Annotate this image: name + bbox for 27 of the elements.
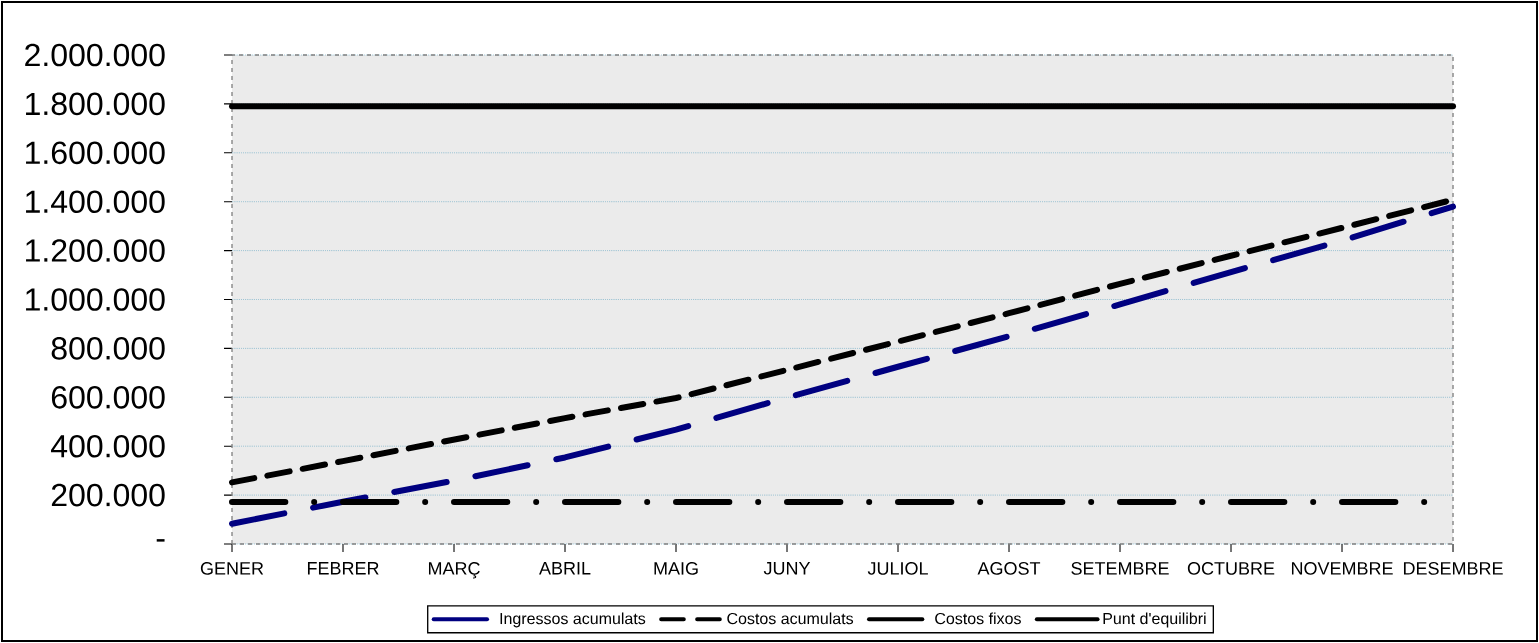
legend-label: Punt d'equilibri xyxy=(1103,612,1206,628)
x-tick-label: FEBRER xyxy=(307,562,379,575)
x-tick-label: ABRIL xyxy=(539,562,591,575)
y-tick-label: - xyxy=(156,539,165,542)
y-tick-label: 800.000 xyxy=(51,337,165,360)
x-tick-label: JUNY xyxy=(763,562,811,575)
x-tick-label: MAIG xyxy=(654,562,698,575)
x-tick-label: SETEMBRE xyxy=(1071,562,1169,575)
x-tick-label: JULIOL xyxy=(867,562,928,575)
y-tick-label: 400.000 xyxy=(51,434,165,458)
y-tick-label: 1.000.000 xyxy=(26,288,165,311)
y-tick-label: 1.400.000 xyxy=(26,190,165,214)
legend-label: Ingressos acumulats xyxy=(500,612,646,628)
x-tick-label: MARÇ xyxy=(428,562,480,579)
x-tick-label: GENER xyxy=(200,562,264,575)
y-tick-label: 1.600.000 xyxy=(26,141,165,165)
y-tick-label: 200.000 xyxy=(51,483,165,507)
x-tick-label: NOVEMBRE xyxy=(1291,562,1393,575)
x-tick-label: AGOST xyxy=(977,562,1041,575)
y-tick-label: 2.000.000 xyxy=(25,43,165,67)
y-tick-label: 600.000 xyxy=(51,385,165,409)
x-tick-label: OCTUBRE xyxy=(1187,562,1275,575)
y-tick-label: 1.800.000 xyxy=(26,92,165,116)
legend-label: Costos fixos xyxy=(935,612,1021,625)
y-tick-label: 1.200.000 xyxy=(26,239,165,262)
legend-label: Costos acumulats xyxy=(727,612,854,625)
x-tick-label: DESEMBRE xyxy=(1403,562,1503,575)
